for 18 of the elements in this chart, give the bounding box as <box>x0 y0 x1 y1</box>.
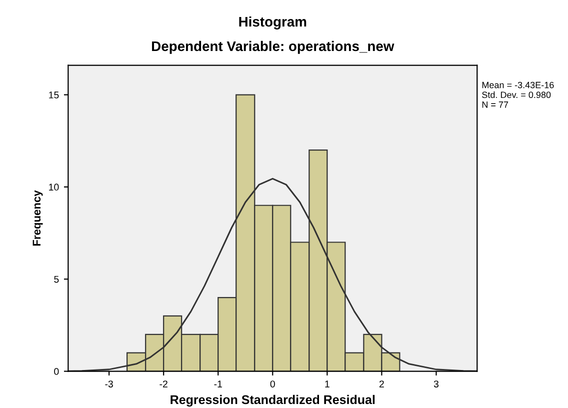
x-tick-label: -2 <box>160 380 168 388</box>
text: N = 77 <box>482 102 508 108</box>
y-tick-label: 10 <box>49 184 59 191</box>
x-tick-label: -3 <box>105 380 113 388</box>
y-axis-title: Frequency <box>32 190 43 246</box>
x-tick-label: 1 <box>325 380 330 388</box>
chart-subtitle: Dependent Variable: operations_new <box>152 40 394 54</box>
x-tick-label: -1 <box>214 380 222 388</box>
x-tick-label: 2 <box>379 380 384 388</box>
x-axis-title: Regression Standardized Residual <box>170 394 375 407</box>
chart-title: Histogram <box>239 16 306 30</box>
text: Std. Dev. = 0.980 <box>482 91 551 98</box>
y-tick-label: 0 <box>54 368 59 375</box>
y-tick-label: 15 <box>49 92 59 98</box>
y-tick-label: 5 <box>54 276 59 283</box>
x-tick-label: 3 <box>434 380 438 388</box>
x-tick-label: 0 <box>270 380 275 388</box>
text: Mean = -3.43E-16 <box>482 82 554 88</box>
